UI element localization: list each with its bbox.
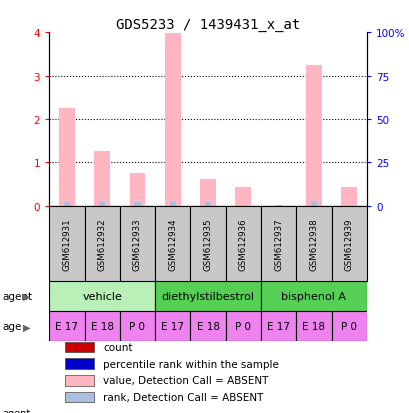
Bar xyxy=(200,180,216,206)
Text: vehicle: vehicle xyxy=(82,292,122,301)
Bar xyxy=(261,311,296,342)
Bar xyxy=(134,203,140,206)
Text: P 0: P 0 xyxy=(340,322,356,332)
Text: E 17: E 17 xyxy=(55,322,78,332)
Bar xyxy=(84,311,119,342)
Bar xyxy=(261,206,296,282)
Bar xyxy=(331,311,366,342)
Bar xyxy=(84,206,119,282)
Text: ▶: ▶ xyxy=(22,322,30,332)
Bar xyxy=(341,188,356,206)
Text: value, Detection Call = ABSENT: value, Detection Call = ABSENT xyxy=(103,375,268,385)
Text: GSM612935: GSM612935 xyxy=(203,218,212,270)
Text: P 0: P 0 xyxy=(235,322,251,332)
Bar xyxy=(305,66,321,206)
Text: bisphenol A: bisphenol A xyxy=(281,292,346,301)
Bar xyxy=(59,109,74,206)
Text: agent: agent xyxy=(2,408,30,413)
Bar xyxy=(164,34,180,206)
Text: GSM612938: GSM612938 xyxy=(309,218,318,270)
Bar xyxy=(261,282,366,311)
Bar xyxy=(190,311,225,342)
Bar xyxy=(225,206,261,282)
Text: agent: agent xyxy=(2,292,32,301)
Bar xyxy=(65,342,93,352)
Bar xyxy=(65,358,93,369)
Text: diethylstilbestrol: diethylstilbestrol xyxy=(161,292,254,301)
Bar xyxy=(169,201,175,206)
Text: E 18: E 18 xyxy=(302,322,325,332)
Text: P 0: P 0 xyxy=(129,322,145,332)
Bar xyxy=(296,206,331,282)
Bar xyxy=(49,311,84,342)
Text: age: age xyxy=(2,322,21,332)
Bar xyxy=(65,392,93,402)
Text: GSM612939: GSM612939 xyxy=(344,218,353,270)
Text: count: count xyxy=(103,342,133,352)
Bar xyxy=(119,311,155,342)
Bar xyxy=(310,201,317,206)
Text: GSM612931: GSM612931 xyxy=(62,218,71,270)
Text: GSM612932: GSM612932 xyxy=(97,218,106,270)
Bar xyxy=(155,206,190,282)
Text: GSM612936: GSM612936 xyxy=(238,218,247,270)
Text: rank, Detection Call = ABSENT: rank, Detection Call = ABSENT xyxy=(103,392,263,402)
Bar xyxy=(190,206,225,282)
Bar xyxy=(94,151,110,206)
Bar xyxy=(235,188,251,206)
Text: GSM612937: GSM612937 xyxy=(274,218,283,270)
Bar xyxy=(99,202,105,206)
Bar xyxy=(65,375,93,386)
Bar xyxy=(155,311,190,342)
Bar xyxy=(204,203,211,206)
Text: GSM612934: GSM612934 xyxy=(168,218,177,270)
Text: ▶: ▶ xyxy=(22,292,30,301)
Text: E 18: E 18 xyxy=(196,322,219,332)
Text: percentile rank within the sample: percentile rank within the sample xyxy=(103,359,279,369)
Title: GDS5233 / 1439431_x_at: GDS5233 / 1439431_x_at xyxy=(116,18,299,32)
Bar xyxy=(225,311,261,342)
Bar xyxy=(275,205,281,206)
Bar xyxy=(296,311,331,342)
Bar xyxy=(49,282,155,311)
Text: E 17: E 17 xyxy=(267,322,290,332)
Text: E 17: E 17 xyxy=(161,322,184,332)
Bar xyxy=(155,282,261,311)
Text: GSM612933: GSM612933 xyxy=(133,218,142,270)
Bar xyxy=(119,206,155,282)
Bar xyxy=(63,203,70,206)
Text: E 18: E 18 xyxy=(90,322,113,332)
Bar xyxy=(49,206,84,282)
Bar xyxy=(331,206,366,282)
Bar xyxy=(129,174,145,206)
